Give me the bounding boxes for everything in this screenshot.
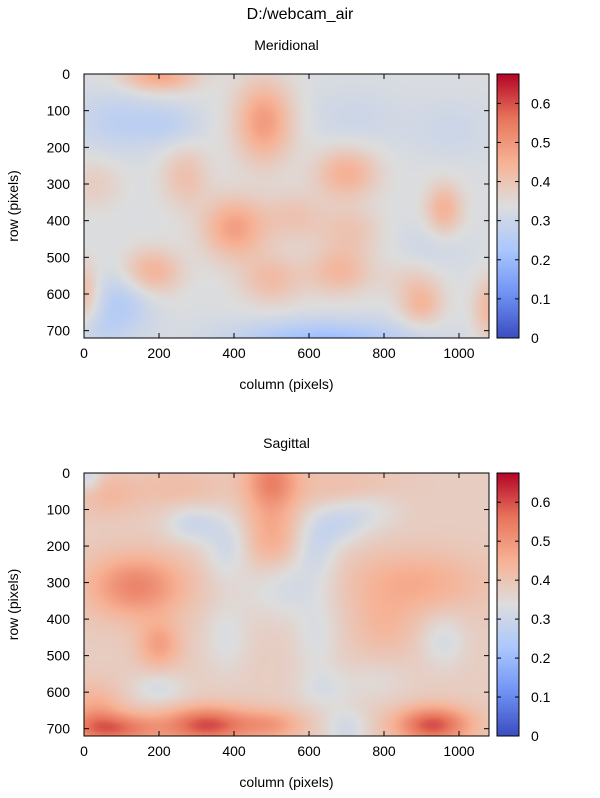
panel-title: Meridional xyxy=(254,37,319,53)
y-tick-label: 400 xyxy=(47,611,71,627)
y-tick-label: 500 xyxy=(47,249,71,265)
x-tick-label: 800 xyxy=(372,345,396,361)
y-tick-label: 600 xyxy=(47,286,71,302)
colorbar-tick-label: 0 xyxy=(531,330,539,346)
x-tick-label: 0 xyxy=(80,743,88,759)
x-tick-label: 200 xyxy=(147,743,171,759)
panel-title: Sagittal xyxy=(263,435,310,451)
y-tick-label: 400 xyxy=(47,213,71,229)
y-tick-label: 300 xyxy=(47,176,71,192)
colorbar xyxy=(496,472,520,737)
y-tick-label: 700 xyxy=(47,323,71,339)
y-tick-label: 500 xyxy=(47,648,71,664)
x-tick-label: 1000 xyxy=(443,743,474,759)
x-tick-label: 1000 xyxy=(443,345,474,361)
y-tick-label: 100 xyxy=(47,502,71,518)
y-tick-label: 300 xyxy=(47,575,71,591)
y-tick-label: 200 xyxy=(47,538,71,554)
colorbar-tick-label: 0.4 xyxy=(531,174,551,190)
x-axis-label: column (pixels) xyxy=(239,376,333,392)
plot-frame xyxy=(83,73,490,339)
colorbar xyxy=(496,73,520,339)
colorbar-tick-label: 0.2 xyxy=(531,650,551,666)
x-tick-label: 600 xyxy=(297,743,321,759)
colorbar-tick-label: 0.3 xyxy=(531,213,551,229)
y-tick-label: 0 xyxy=(62,465,70,481)
heatmap-image xyxy=(84,473,489,736)
colorbar-tick-label: 0 xyxy=(531,728,539,744)
colorbar-tick-label: 0.5 xyxy=(531,533,551,549)
y-axis-label: row (pixels) xyxy=(5,170,21,242)
y-tick-label: 100 xyxy=(47,103,71,119)
colorbar-tick-label: 0.6 xyxy=(531,95,551,111)
colorbar-tick-label: 0.1 xyxy=(531,689,551,705)
y-tick-label: 0 xyxy=(62,66,70,82)
x-tick-label: 800 xyxy=(372,743,396,759)
y-axis-label: row (pixels) xyxy=(5,569,21,641)
colorbar-tick-label: 0.5 xyxy=(531,134,551,150)
x-tick-label: 400 xyxy=(222,345,246,361)
y-tick-label: 600 xyxy=(47,684,71,700)
colorbar-tick-label: 0.3 xyxy=(531,611,551,627)
colorbar-tick-label: 0.2 xyxy=(531,252,551,268)
y-tick-label: 200 xyxy=(47,139,71,155)
colorbar-tick-label: 0.1 xyxy=(531,291,551,307)
x-tick-label: 0 xyxy=(80,345,88,361)
heatmap-panel-1: Meridional 0 200 400 600 800 1000 0 100 200 300 400… xyxy=(5,37,551,392)
x-tick-label: 400 xyxy=(222,743,246,759)
x-axis-label: column (pixels) xyxy=(239,774,333,790)
main-title: D:/webcam_air xyxy=(246,6,354,23)
heatmap-panel-2: Sagittal 0 200 400 600 800 1000 0 100 200 300 400 50… xyxy=(5,435,551,790)
colorbar-tick-label: 0.6 xyxy=(531,494,551,510)
y-tick-label: 700 xyxy=(47,721,71,737)
x-tick-label: 200 xyxy=(147,345,171,361)
colorbar-tick-label: 0.4 xyxy=(531,572,551,588)
plot-frame xyxy=(83,472,490,737)
x-tick-label: 600 xyxy=(297,345,321,361)
heatmap-image xyxy=(84,74,489,338)
